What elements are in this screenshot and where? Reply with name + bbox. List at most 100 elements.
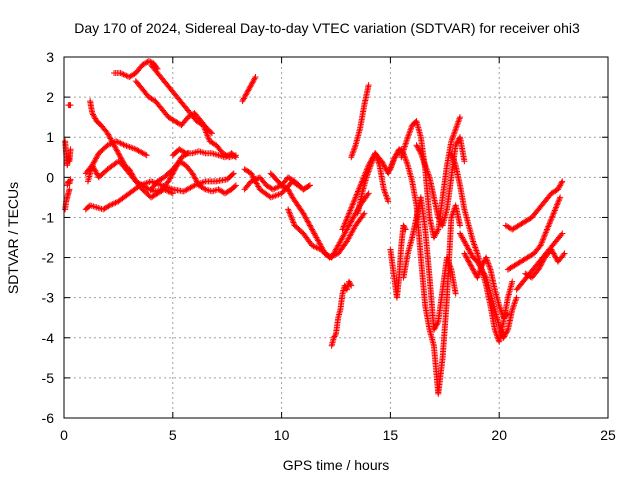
data-point xyxy=(201,185,208,192)
data-point xyxy=(107,140,114,147)
data-point xyxy=(557,182,564,189)
data-point xyxy=(309,227,316,234)
data-point xyxy=(557,194,564,201)
data-point xyxy=(343,217,350,224)
data-point xyxy=(348,218,355,225)
data-point xyxy=(554,201,561,208)
data-point xyxy=(107,135,114,142)
data-point xyxy=(431,325,438,332)
data-point xyxy=(413,142,420,149)
data-point xyxy=(203,130,210,137)
data-point xyxy=(250,78,257,85)
data-point xyxy=(548,216,555,223)
data-point xyxy=(303,215,310,222)
data-point xyxy=(92,168,99,175)
data-point xyxy=(392,152,399,159)
data-point xyxy=(460,237,467,244)
data-point xyxy=(393,151,400,158)
data-point xyxy=(457,114,464,121)
data-point xyxy=(168,172,175,179)
data-point xyxy=(349,203,356,210)
data-point xyxy=(541,233,548,240)
data-point xyxy=(540,257,547,264)
data-point xyxy=(513,294,520,301)
data-point xyxy=(231,153,238,160)
data-point xyxy=(458,233,465,240)
data-point xyxy=(165,178,172,185)
data-point xyxy=(502,330,509,337)
data-point xyxy=(333,245,340,252)
data-point xyxy=(147,58,154,65)
data-point xyxy=(115,150,122,157)
data-point xyxy=(105,141,112,148)
y-tick-label: 3 xyxy=(46,49,54,65)
data-point xyxy=(344,214,351,221)
data-point xyxy=(402,141,409,148)
data-point xyxy=(307,223,314,230)
data-point xyxy=(105,131,112,138)
data-point xyxy=(189,170,196,177)
data-point xyxy=(545,222,552,229)
data-point xyxy=(463,242,470,249)
data-point xyxy=(286,209,293,216)
data-point xyxy=(391,154,398,161)
data-point xyxy=(330,252,337,259)
data-point xyxy=(558,231,565,238)
data-point xyxy=(143,152,150,159)
data-point xyxy=(329,253,336,260)
data-point xyxy=(110,139,117,146)
data-point xyxy=(361,210,368,217)
data-point xyxy=(340,223,347,230)
data-point xyxy=(501,333,508,340)
data-point xyxy=(192,175,199,182)
data-point xyxy=(465,257,472,264)
data-point xyxy=(404,135,411,142)
data-point xyxy=(465,245,472,252)
data-point xyxy=(351,195,358,202)
data-point xyxy=(401,225,408,232)
data-point xyxy=(385,198,392,205)
data-point xyxy=(469,265,476,272)
data-point xyxy=(90,159,97,166)
data-point xyxy=(309,226,316,233)
data-point xyxy=(311,230,318,237)
data-point xyxy=(435,215,442,222)
data-point xyxy=(332,332,339,339)
data-point xyxy=(550,250,557,257)
data-point xyxy=(543,227,550,234)
data-point xyxy=(301,211,308,218)
data-point xyxy=(67,176,74,183)
data-point xyxy=(310,243,317,250)
data-point xyxy=(306,221,313,228)
x-tick-label: 15 xyxy=(383,427,399,443)
data-point xyxy=(433,230,440,237)
data-point xyxy=(91,166,98,173)
data-point xyxy=(403,138,410,145)
x-tick-label: 20 xyxy=(491,427,507,443)
data-point xyxy=(289,216,296,223)
data-point xyxy=(342,219,349,226)
data-point xyxy=(462,251,469,258)
data-point xyxy=(302,214,309,221)
data-point xyxy=(304,218,311,225)
data-point xyxy=(348,204,355,211)
data-point xyxy=(106,134,113,141)
data-point xyxy=(434,227,441,234)
data-point xyxy=(346,279,353,286)
data-point xyxy=(167,174,174,181)
data-point xyxy=(287,190,294,197)
data-point xyxy=(353,192,360,199)
data-point xyxy=(113,146,120,153)
data-point xyxy=(290,219,297,226)
data-point xyxy=(181,149,188,156)
data-point xyxy=(415,146,422,153)
data-point xyxy=(417,148,424,155)
data-point xyxy=(352,194,359,201)
data-point xyxy=(231,183,238,190)
data-point xyxy=(480,270,487,277)
data-point xyxy=(112,144,119,151)
data-point xyxy=(549,213,556,220)
data-point xyxy=(504,310,511,317)
data-point xyxy=(556,183,563,190)
data-point xyxy=(432,231,439,238)
